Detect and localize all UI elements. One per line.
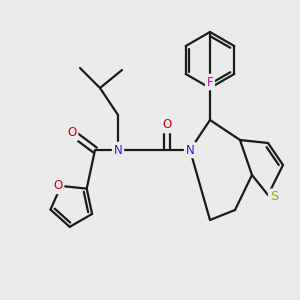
Text: N: N <box>114 143 122 157</box>
Text: F: F <box>207 76 213 88</box>
Text: S: S <box>270 190 278 203</box>
Text: O: O <box>68 127 76 140</box>
Text: O: O <box>162 118 172 131</box>
Text: N: N <box>186 143 194 157</box>
Text: O: O <box>53 179 63 192</box>
